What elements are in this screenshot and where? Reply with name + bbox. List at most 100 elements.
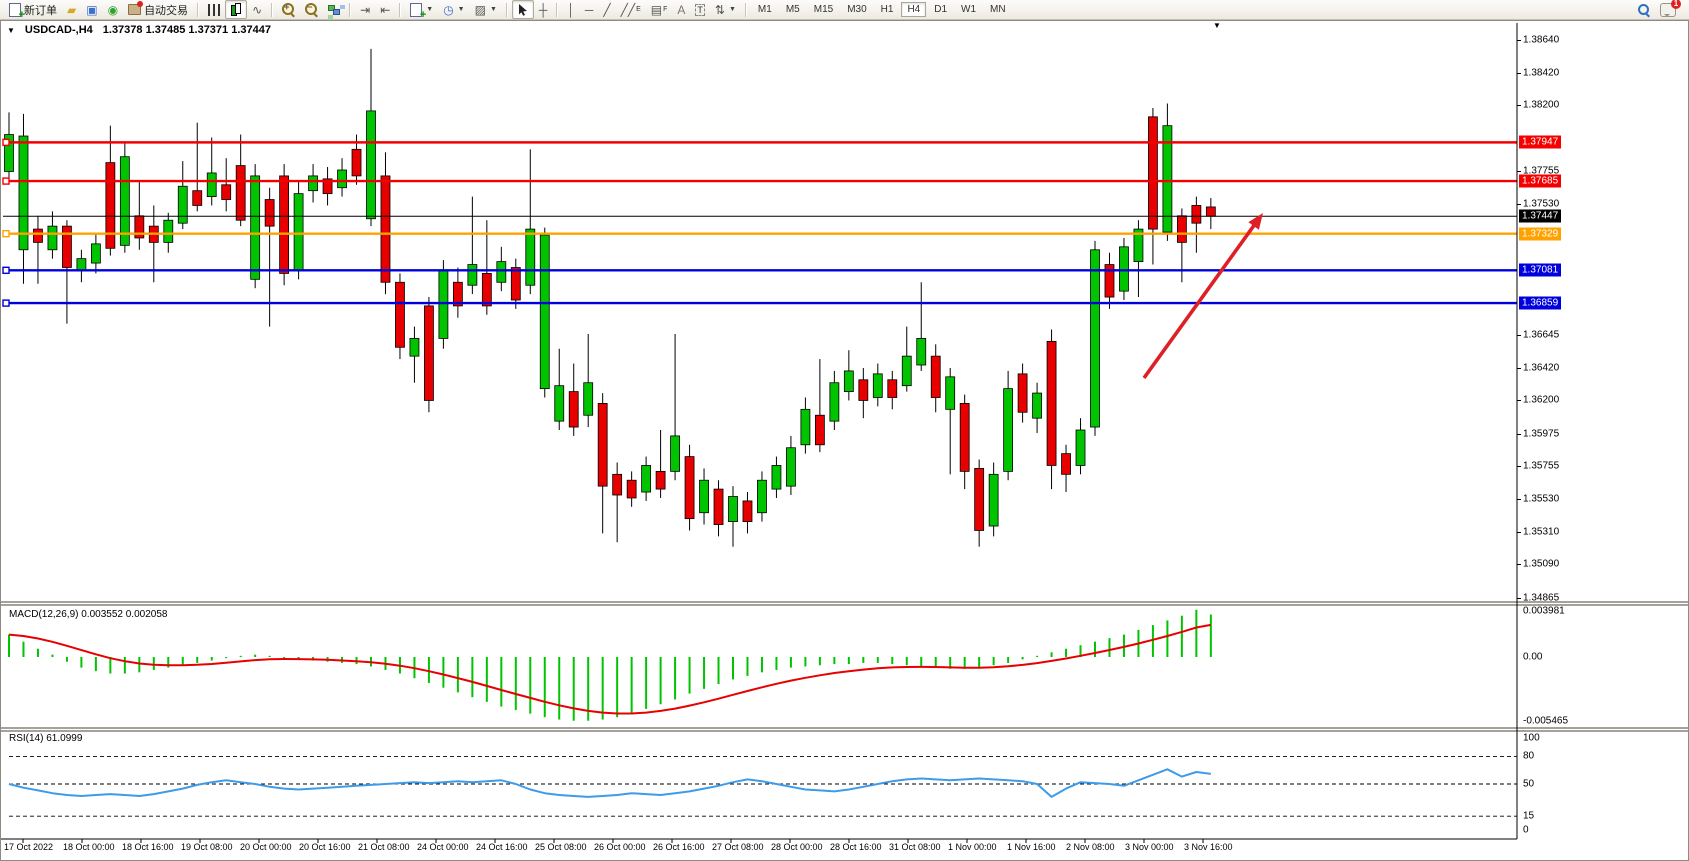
- bearish-candle: [1148, 116, 1158, 230]
- text-label-button[interactable]: T: [690, 0, 710, 19]
- bullish-candle: [438, 270, 449, 339]
- timeframe-button-m15[interactable]: M15: [813, 4, 834, 15]
- macd-axis-label: -0.005465: [1523, 715, 1569, 727]
- price-axis-tick-label: 1.36420: [1523, 362, 1560, 374]
- bullish-candle: [525, 228, 536, 286]
- bearish-candle: [1061, 453, 1071, 475]
- bullish-candle: [308, 175, 318, 192]
- toolbar-separator: [271, 2, 274, 17]
- price-axis-tick: [1517, 597, 1521, 599]
- time-axis-label: 19 Oct 08:00: [181, 842, 233, 852]
- cursor-arrow-icon: [518, 4, 527, 16]
- time-axis-label: 24 Oct 00:00: [417, 842, 469, 852]
- periods-button[interactable]: ◷ ▼: [438, 0, 469, 19]
- price-chart-plot[interactable]: [1, 21, 1688, 860]
- bearish-candle: [1176, 215, 1187, 243]
- chat-bubble-icon: 1: [1660, 0, 1681, 17]
- chart-shift-button[interactable]: ⇤: [375, 0, 395, 19]
- text-button[interactable]: A: [672, 0, 690, 19]
- channel-button[interactable]: ╱╱ E: [620, 2, 641, 17]
- search-button[interactable]: [1632, 0, 1655, 19]
- timeframe-button-m1[interactable]: M1: [757, 4, 772, 15]
- auto-trading-button[interactable]: 自动交易: [123, 0, 193, 19]
- line-anchor-handle: [2, 138, 10, 147]
- bearish-candle: [814, 414, 825, 446]
- auto-scroll-button[interactable]: ⇥: [355, 0, 375, 19]
- toolbar-separator: [349, 2, 352, 17]
- new-order-button[interactable]: 新订单: [4, 0, 62, 21]
- timeframe-button-d1[interactable]: D1: [934, 4, 948, 15]
- templates-button[interactable]: ▨ ▼: [470, 0, 502, 19]
- rsi-line: [8, 768, 1211, 798]
- toolbar-separator: [744, 2, 747, 17]
- price-level-badge: 1.37947: [1519, 135, 1562, 149]
- timeframe-button-mn[interactable]: MN: [990, 4, 1006, 15]
- dropdown-caret-icon: ▼: [489, 6, 497, 13]
- bearish-candle: [221, 184, 232, 200]
- price-axis-tick: [1517, 72, 1521, 74]
- crosshair-button[interactable]: ┼: [534, 0, 553, 19]
- bearish-candle: [452, 281, 463, 307]
- bearish-candle: [612, 473, 623, 496]
- zoom-in-button[interactable]: +: [277, 0, 300, 19]
- time-axis-label: 31 Oct 08:00: [889, 842, 941, 852]
- chart-candles-button[interactable]: [225, 0, 248, 19]
- chart-bars-button[interactable]: [203, 0, 225, 19]
- chart-shift-marker-icon[interactable]: ▼: [1213, 21, 1221, 30]
- bullish-candle: [916, 338, 927, 366]
- timeframe-button-h4[interactable]: H4: [901, 2, 927, 17]
- arrow-tools-button[interactable]: ⇅ ▼: [710, 0, 741, 19]
- price-level-badge: 1.36859: [1519, 296, 1562, 310]
- bearish-candle: [1205, 206, 1216, 217]
- bullish-candle: [119, 156, 130, 246]
- cursor-button[interactable]: [511, 0, 534, 19]
- chart-menu-triangle-icon[interactable]: ▼: [7, 25, 15, 35]
- bullish-candle: [1090, 249, 1100, 428]
- price-axis-tick: [1517, 564, 1521, 566]
- signals-button[interactable]: ◉: [103, 0, 123, 19]
- bearish-candle: [858, 379, 869, 401]
- time-axis-label: 25 Oct 08:00: [535, 842, 587, 852]
- price-axis-tick-label: 1.35755: [1523, 460, 1560, 472]
- toolbar-separator: [556, 2, 559, 17]
- vertical-line-icon: │: [567, 2, 575, 17]
- timeframe-button-m30[interactable]: M30: [847, 4, 867, 15]
- price-axis-tick-label: 1.36645: [1523, 329, 1560, 341]
- data-window-button[interactable]: ▣: [81, 0, 102, 19]
- bearish-candle: [655, 470, 666, 490]
- notifications-button[interactable]: 1: [1655, 0, 1681, 19]
- indicators-button[interactable]: ▼: [405, 0, 438, 21]
- price-level-badge: 1.37685: [1519, 174, 1562, 188]
- bearish-candle: [597, 403, 608, 487]
- timeframe-button-m5[interactable]: M5: [785, 4, 800, 15]
- bullish-candle: [554, 385, 565, 422]
- bearish-candle: [959, 403, 970, 472]
- bullish-candle: [1119, 246, 1129, 292]
- trendline-button[interactable]: ╱: [598, 0, 615, 19]
- equidistant-channel-icon: ╱╱: [620, 2, 636, 17]
- horizontal-line-button[interactable]: ─: [580, 0, 599, 19]
- bullish-candle: [1133, 228, 1144, 262]
- price-axis-tick-label: 1.35310: [1523, 526, 1560, 538]
- horizontal-line-icon: ─: [584, 2, 594, 17]
- tile-windows-icon: [328, 4, 341, 16]
- tile-windows-button[interactable]: [323, 0, 345, 19]
- bearish-candle: [1017, 373, 1028, 413]
- bullish-candle: [177, 185, 188, 224]
- zoom-out-button[interactable]: −: [300, 0, 323, 19]
- timeframe-button-h1[interactable]: H1: [880, 4, 894, 15]
- market-watch-button[interactable]: ▰: [62, 0, 81, 19]
- timeframe-button-w1[interactable]: W1: [961, 4, 977, 15]
- bearish-candle: [105, 162, 116, 249]
- vertical-line-button[interactable]: │: [562, 0, 580, 19]
- bearish-candle: [887, 379, 898, 398]
- price-axis-tick-label: 1.38640: [1523, 34, 1560, 46]
- chart-line-button[interactable]: ∿: [247, 0, 267, 19]
- fibonacci-button[interactable]: ▤ F: [650, 2, 668, 17]
- rsi-axis-label: 100: [1523, 732, 1540, 744]
- time-axis-label: 20 Oct 00:00: [240, 842, 292, 852]
- clock-icon: ◷: [443, 2, 454, 17]
- bearish-candle: [235, 165, 246, 221]
- bearish-candle: [424, 305, 434, 401]
